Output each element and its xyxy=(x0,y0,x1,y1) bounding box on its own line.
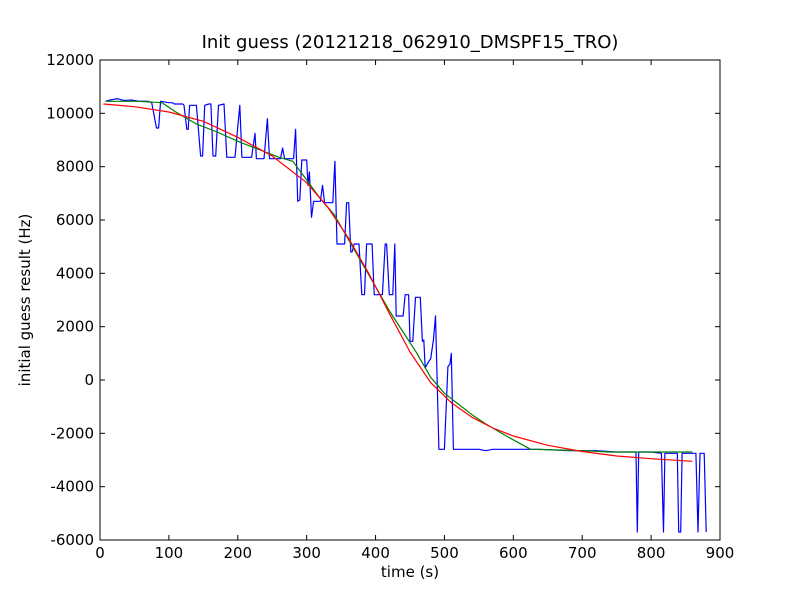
y-tick-label: -6000 xyxy=(50,531,94,549)
y-tick-label: 0 xyxy=(84,371,94,389)
y-tick-label: 6000 xyxy=(56,211,94,229)
x-axis: 0 100 200 300 400 500 600 700 800 900 xyxy=(95,60,734,562)
y-tick-label: -4000 xyxy=(50,478,94,496)
x-tick-label: 200 xyxy=(223,544,252,562)
x-tick-label: 100 xyxy=(155,544,184,562)
chart-title: Init guess (20121218_062910_DMSPF15_TRO) xyxy=(202,32,619,53)
x-tick-label: 400 xyxy=(361,544,390,562)
y-tick-label: 2000 xyxy=(56,318,94,336)
series-layer xyxy=(103,98,707,533)
y-axis: -6000 -4000 -2000 0 2000 4000 6000 8000 10000 120… xyxy=(46,51,720,549)
y-axis-label: initial guess result (Hz) xyxy=(16,214,34,387)
y-tick-label: -2000 xyxy=(50,424,94,442)
y-tick-label: 8000 xyxy=(56,158,94,176)
y-tick-label: 4000 xyxy=(56,264,94,282)
series-line-0 xyxy=(105,98,707,533)
y-tick-label: 10000 xyxy=(46,104,94,122)
x-tick-label: 500 xyxy=(430,544,459,562)
x-tick-label: 700 xyxy=(568,544,597,562)
x-tick-label: 600 xyxy=(499,544,528,562)
x-tick-label: 0 xyxy=(95,544,105,562)
x-tick-label: 900 xyxy=(706,544,735,562)
x-tick-label: 800 xyxy=(637,544,666,562)
x-axis-label: time (s) xyxy=(381,563,439,581)
plot-frame xyxy=(99,59,721,541)
x-tick-label: 300 xyxy=(292,544,321,562)
series-line-2 xyxy=(103,103,693,462)
y-tick-label: 12000 xyxy=(46,51,94,69)
